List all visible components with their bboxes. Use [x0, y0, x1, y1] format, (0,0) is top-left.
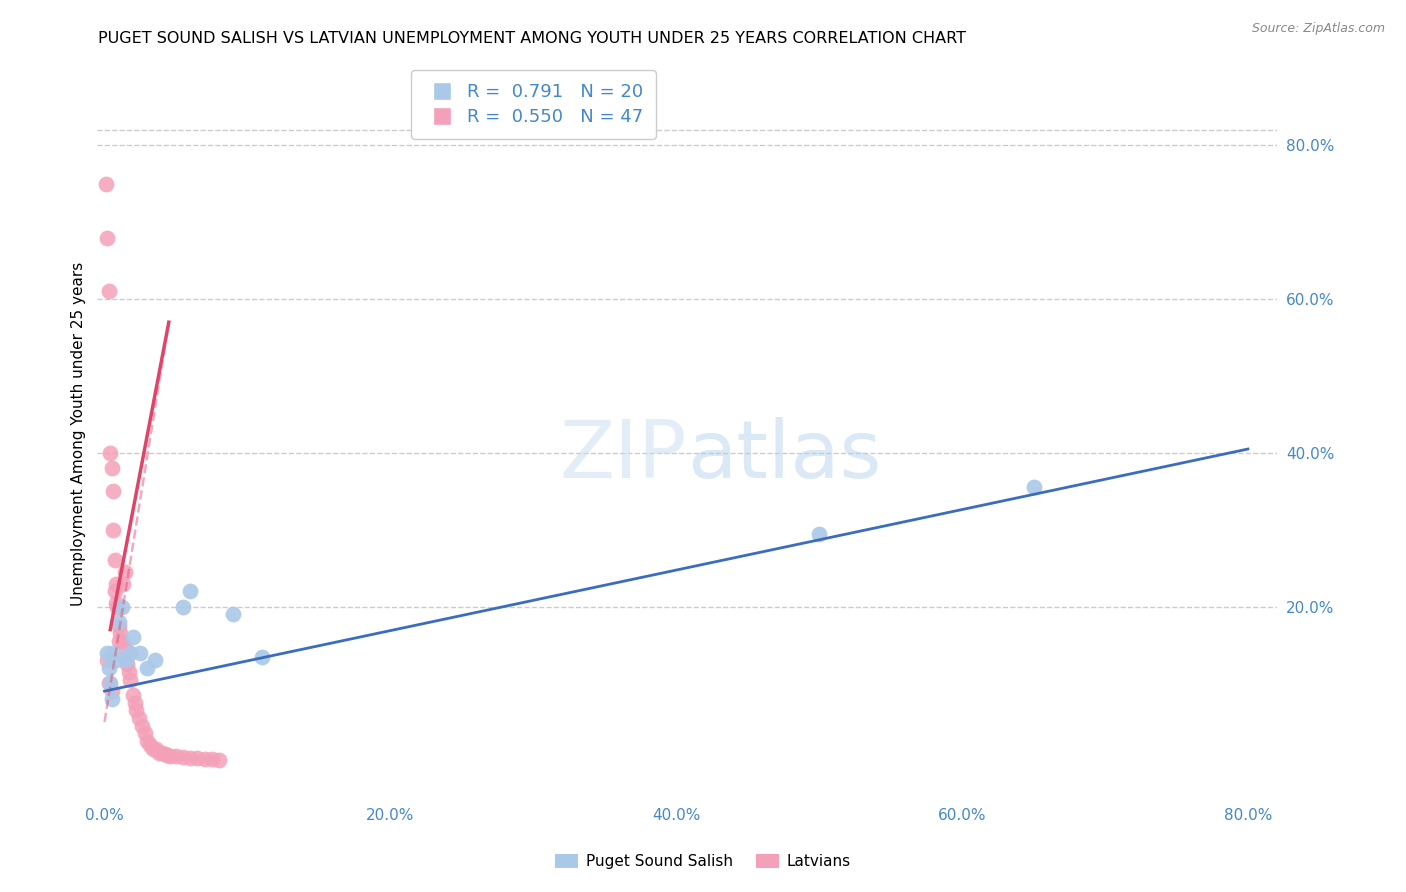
Point — [208, 753, 231, 767]
Point — [107, 634, 129, 648]
Point — [120, 646, 142, 660]
Point — [250, 649, 273, 664]
Point — [156, 747, 179, 762]
Point — [101, 484, 124, 499]
Point — [104, 576, 127, 591]
Text: ZIP: ZIP — [560, 417, 688, 494]
Point — [150, 746, 173, 760]
Point — [107, 619, 129, 633]
Text: PUGET SOUND SALISH VS LATVIAN UNEMPLOYMENT AMONG YOUTH UNDER 25 YEARS CORRELATIO: PUGET SOUND SALISH VS LATVIAN UNEMPLOYME… — [98, 31, 966, 46]
Point — [139, 738, 162, 752]
Point — [193, 752, 215, 766]
Point — [117, 657, 139, 672]
Point — [98, 446, 121, 460]
Point — [808, 526, 831, 541]
Point — [136, 661, 159, 675]
Point — [96, 230, 118, 244]
Y-axis label: Unemployment Among Youth under 25 years: Unemployment Among Youth under 25 years — [72, 261, 86, 606]
Point — [125, 703, 148, 717]
Point — [128, 711, 150, 725]
Point — [114, 565, 136, 579]
Point — [110, 626, 132, 640]
Point — [105, 599, 128, 614]
Point — [111, 599, 134, 614]
Point — [148, 746, 170, 760]
Legend: R =  0.791   N = 20, R =  0.550   N = 47: R = 0.791 N = 20, R = 0.550 N = 47 — [411, 70, 657, 139]
Point — [100, 461, 122, 475]
Point — [159, 748, 181, 763]
Point — [142, 741, 165, 756]
Point — [104, 596, 127, 610]
Point — [136, 734, 159, 748]
Point — [143, 653, 166, 667]
Point — [145, 741, 167, 756]
Point — [104, 653, 127, 667]
Text: Source: ZipAtlas.com: Source: ZipAtlas.com — [1251, 22, 1385, 36]
Point — [103, 584, 125, 599]
Point — [97, 676, 120, 690]
Point — [111, 634, 134, 648]
Point — [120, 673, 142, 687]
Point — [115, 641, 138, 656]
Point — [101, 646, 124, 660]
Point — [94, 177, 117, 191]
Point — [222, 607, 245, 622]
Text: atlas: atlas — [688, 417, 882, 494]
Point — [98, 676, 121, 690]
Point — [97, 661, 120, 675]
Point — [122, 688, 145, 702]
Point — [101, 523, 124, 537]
Point — [103, 553, 125, 567]
Point — [100, 691, 122, 706]
Point — [1022, 480, 1045, 494]
Point — [97, 285, 120, 299]
Point — [134, 726, 156, 740]
Point — [172, 599, 194, 614]
Point — [96, 646, 118, 660]
Point — [107, 615, 129, 629]
Point — [96, 653, 118, 667]
Point — [179, 584, 201, 599]
Legend: Puget Sound Salish, Latvians: Puget Sound Salish, Latvians — [550, 848, 856, 875]
Point — [131, 719, 153, 733]
Point — [186, 751, 208, 765]
Point — [201, 752, 224, 766]
Point — [124, 696, 146, 710]
Point — [165, 749, 187, 764]
Point — [172, 750, 194, 764]
Point — [115, 653, 138, 667]
Point — [179, 751, 201, 765]
Point — [153, 747, 176, 761]
Point — [112, 576, 135, 591]
Point — [118, 665, 141, 679]
Point — [100, 684, 122, 698]
Point — [122, 631, 145, 645]
Point — [129, 646, 152, 660]
